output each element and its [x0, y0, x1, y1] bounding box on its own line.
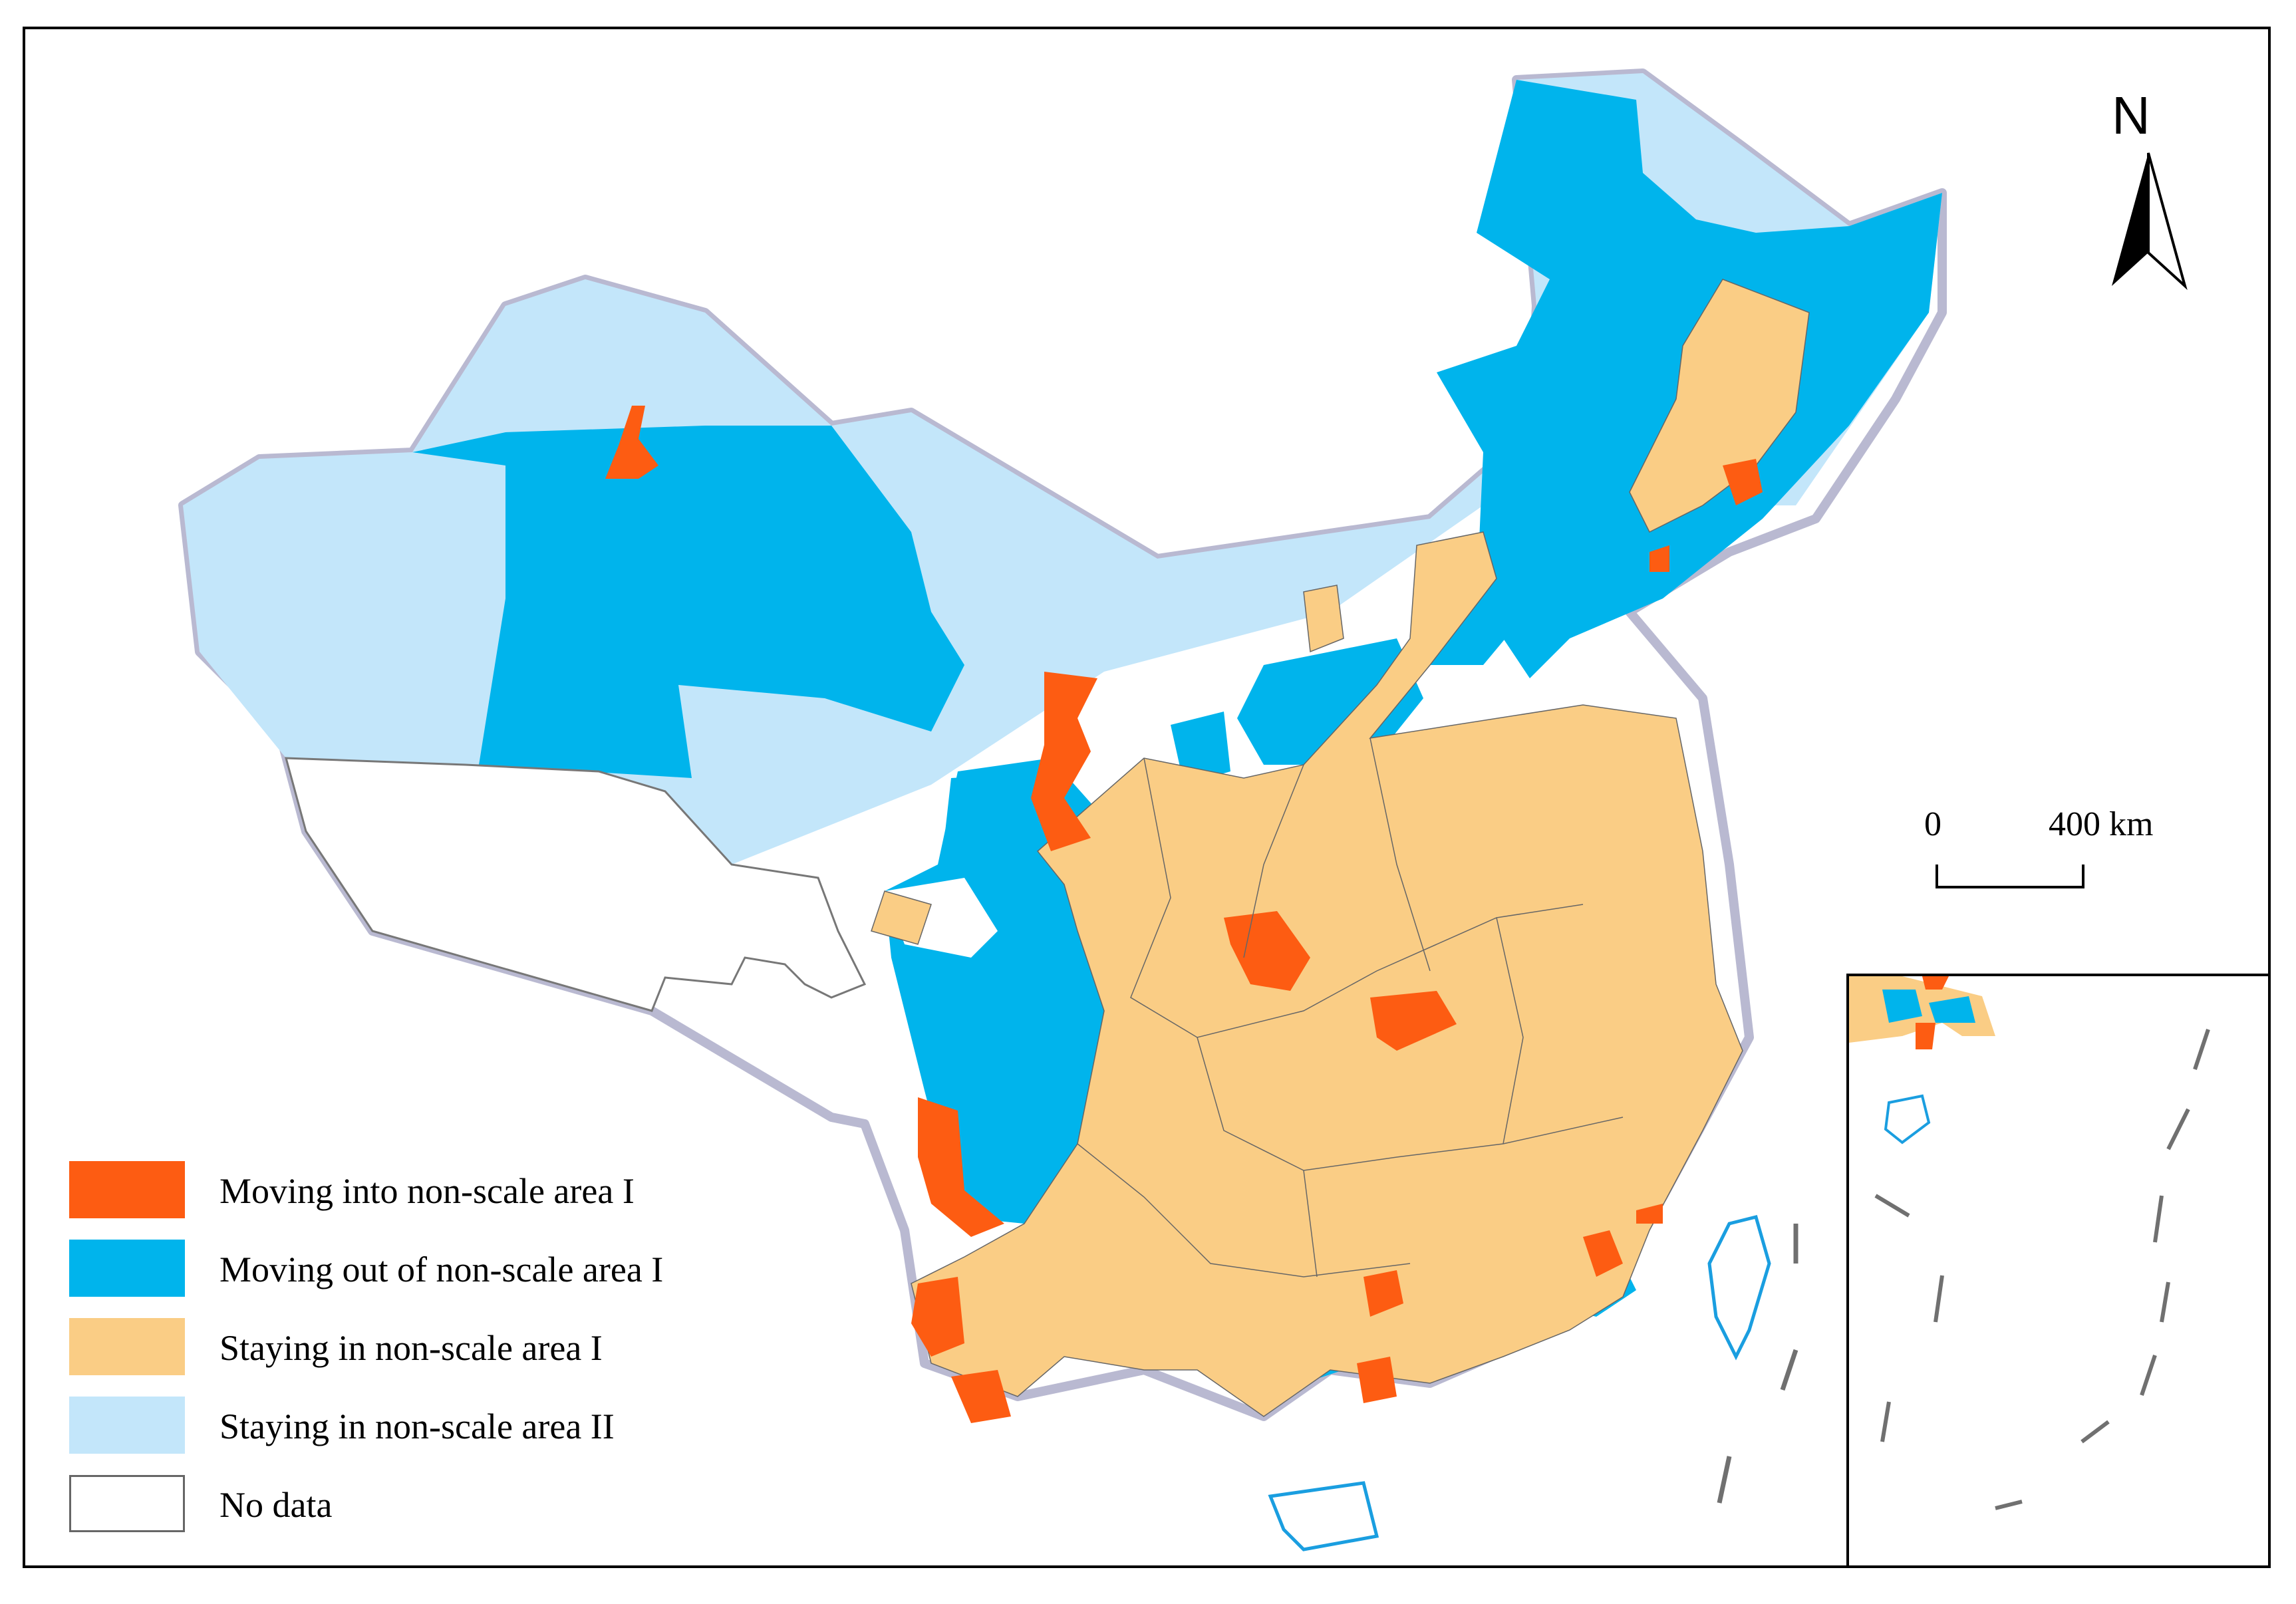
legend-item-moving-into: Moving into non-scale area I [69, 1161, 801, 1221]
legend-label: No data [219, 1485, 333, 1525]
legend-label: Moving into non-scale area I [219, 1171, 635, 1211]
legend-swatch-staying-ii [69, 1397, 185, 1454]
region-no-data [285, 757, 998, 1012]
legend-swatch-no-data [69, 1475, 185, 1532]
legend-label: Moving out of non-scale area I [219, 1250, 664, 1289]
scale-bar-end-label: 400 km [2049, 805, 2154, 843]
scale-bar [1936, 865, 2084, 888]
legend-label: Staying in non-scale area I [219, 1328, 603, 1368]
region-moving-into [605, 406, 1763, 1423]
legend-swatch-staying-i [69, 1318, 185, 1375]
north-arrow-icon [2112, 152, 2188, 291]
south-china-sea-inset [1846, 974, 2271, 1568]
legend-item-no-data: No data [69, 1475, 801, 1535]
legend-item-staying-i: Staying in non-scale area I [69, 1318, 801, 1378]
region-staying-i [871, 279, 1810, 1551]
north-arrow-label: N [2112, 86, 2150, 145]
province-boundaries [1077, 737, 1624, 1277]
legend-swatch-moving-into [69, 1161, 185, 1218]
legend-label: Staying in non-scale area II [219, 1406, 615, 1446]
inset-map [1849, 976, 2210, 1510]
island-outlines [1707, 1214, 1771, 1361]
scale-bar-start-label: 0 [1924, 805, 1941, 843]
legend-swatch-moving-out [69, 1240, 185, 1297]
legend-item-staying-ii: Staying in non-scale area II [69, 1397, 801, 1456]
legend-item-moving-out: Moving out of non-scale area I [69, 1240, 801, 1299]
sea-boundary-dashes [1717, 1224, 1798, 1504]
